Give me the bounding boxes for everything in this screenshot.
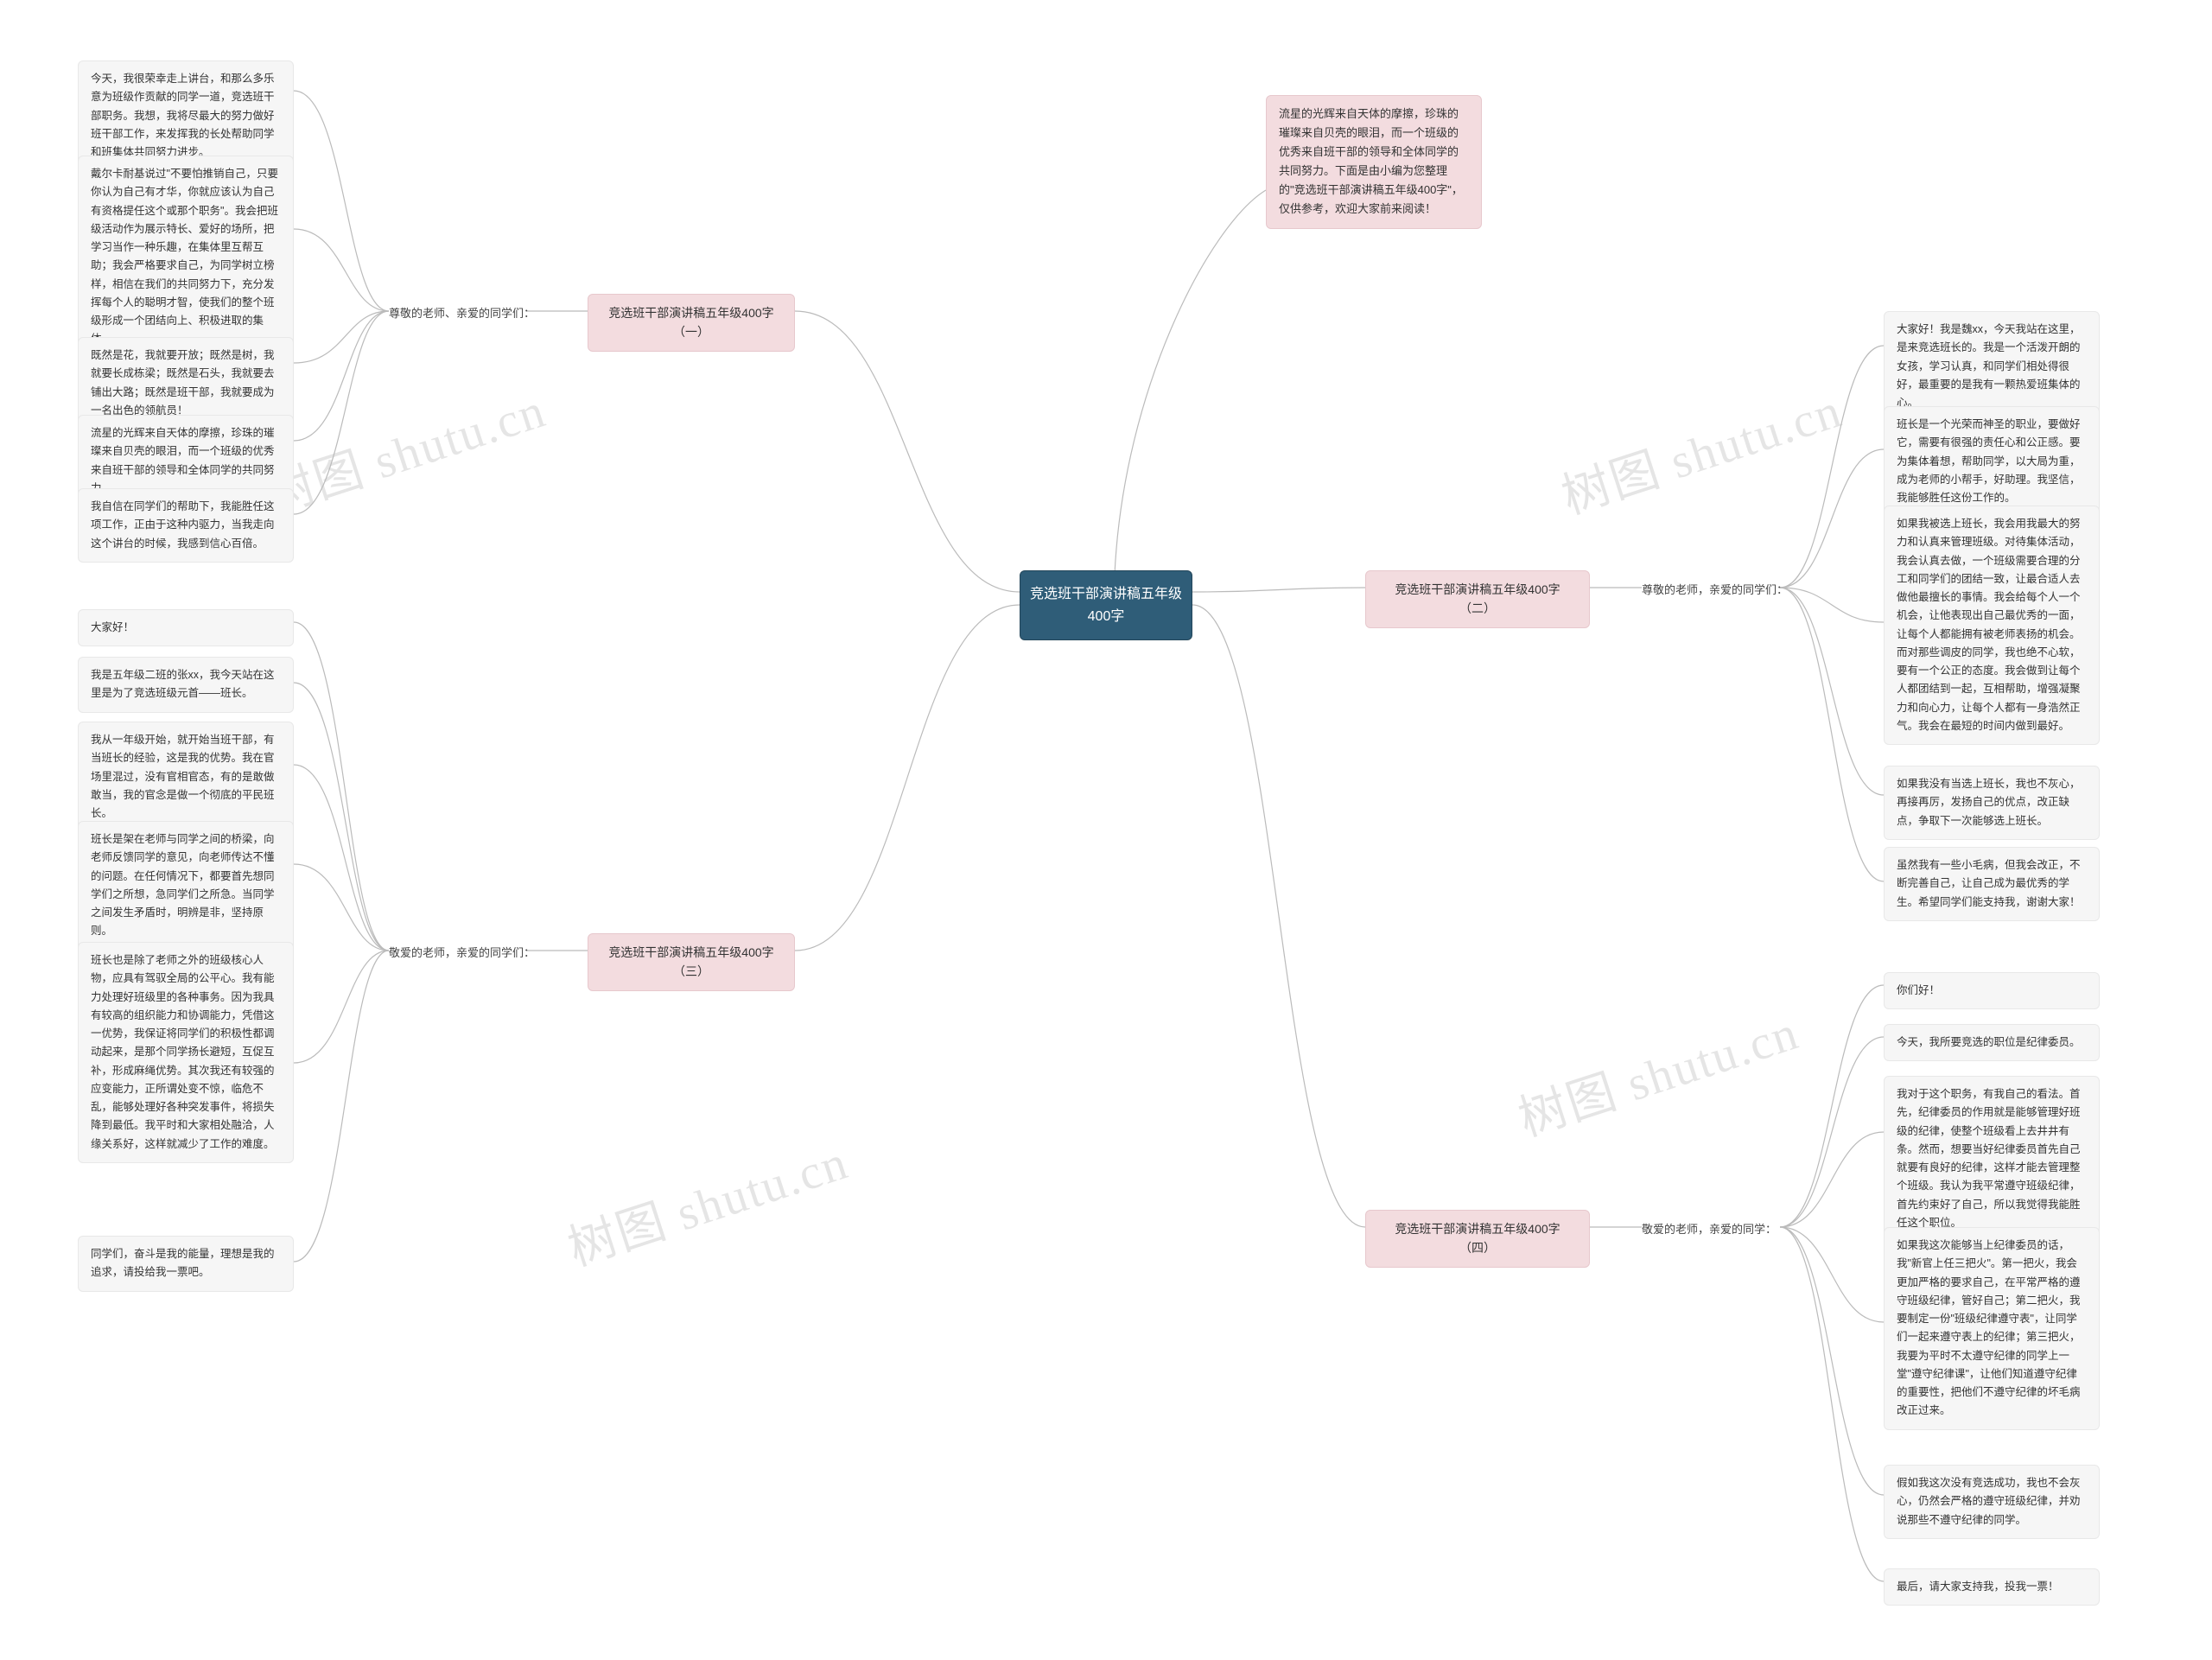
leaf-two-3: 如果我没有当选上班长，我也不灰心，再接再厉，发扬自己的优点，改正缺点，争取下一次… <box>1884 766 2100 840</box>
connector-lines <box>0 0 2212 1660</box>
branch-three: 竞选班干部演讲稿五年级400字（三） <box>588 933 795 991</box>
branch-four-sublabel: 敬爱的老师，亲爱的同学： <box>1642 1220 1777 1237</box>
leaf-four-0: 你们好！ <box>1884 972 2100 1009</box>
intro-node: 流星的光辉来自天体的摩擦，珍珠的璀璨来自贝壳的眼泪，而一个班级的优秀来自班干部的… <box>1266 95 1482 229</box>
leaf-two-2: 如果我被选上班长，我会用我最大的努力和认真来管理班级。对待集体活动，我会认真去做… <box>1884 506 2100 745</box>
leaf-two-4: 虽然我有一些小毛病，但我会改正，不断完善自己，让自己成为最优秀的学生。希望同学们… <box>1884 847 2100 921</box>
center-node: 竞选班干部演讲稿五年级400字 <box>1020 570 1192 640</box>
branch-one: 竞选班干部演讲稿五年级400字（一） <box>588 294 795 352</box>
leaf-three-2: 我从一年级开始，就开始当班干部，有当班长的经验，这是我的优势。我在官场里混过，没… <box>78 722 294 832</box>
leaf-three-4: 班长也是除了老师之外的班级核心人物，应具有驾驭全局的公平心。我有能力处理好班级里… <box>78 942 294 1163</box>
leaf-three-0: 大家好！ <box>78 609 294 646</box>
watermark: 树图 shutu.cn <box>1552 372 1850 528</box>
leaf-three-3: 班长是架在老师与同学之间的桥梁，向老师反馈同学的意见，向老师传达不懂的问题。在任… <box>78 821 294 951</box>
leaf-four-1: 今天，我所要竞选的职位是纪律委员。 <box>1884 1024 2100 1061</box>
branch-two-sublabel: 尊敬的老师，亲爱的同学们： <box>1642 581 1788 597</box>
leaf-three-5: 同学们，奋斗是我的能量，理想是我的追求，请投给我一票吧。 <box>78 1236 294 1292</box>
leaf-four-3: 如果我这次能够当上纪律委员的话，我"新官上任三把火"。第一把火，我会更加严格的要… <box>1884 1227 2100 1430</box>
leaf-one-4: 我自信在同学们的帮助下，我能胜任这项工作，正由于这种内驱力，当我走向这个讲台的时… <box>78 488 294 563</box>
leaf-four-4: 假如我这次没有竞选成功，我也不会灰心，仍然会严格的遵守班级纪律，并劝说那些不遵守… <box>1884 1465 2100 1539</box>
leaf-three-1: 我是五年级二班的张xx，我今天站在这里是为了竞选班级元首——班长。 <box>78 657 294 713</box>
leaf-four-5: 最后，请大家支持我，投我一票！ <box>1884 1568 2100 1606</box>
branch-two: 竞选班干部演讲稿五年级400字（二） <box>1365 570 1590 628</box>
leaf-four-2: 我对于这个职务，有我自己的看法。首先，纪律委员的作用就是能够管理好班级的纪律，使… <box>1884 1076 2100 1242</box>
leaf-two-0: 大家好！我是魏xx，今天我站在这里，是来竞选班长的。我是一个活泼开朗的女孩，学习… <box>1884 311 2100 422</box>
leaf-one-1: 戴尔卡耐基说过"不要怕推销自己，只要你认为自己有才华，你就应该认为自己有资格提任… <box>78 156 294 359</box>
leaf-one-0: 今天，我很荣幸走上讲台，和那么多乐意为班级作贡献的同学一道，竞选班干部职务。我想… <box>78 60 294 171</box>
watermark: 树图 shutu.cn <box>558 1123 856 1280</box>
watermark: 树图 shutu.cn <box>1509 994 1807 1150</box>
branch-three-sublabel: 敬爱的老师，亲爱的同学们： <box>389 944 535 960</box>
watermark: 树图 shutu.cn <box>256 372 554 528</box>
branch-one-sublabel: 尊敬的老师、亲爱的同学们： <box>389 304 535 321</box>
leaf-two-1: 班长是一个光荣而神圣的职业，要做好它，需要有很强的责任心和公正感。要为集体着想，… <box>1884 406 2100 517</box>
branch-four: 竞选班干部演讲稿五年级400字（四） <box>1365 1210 1590 1268</box>
